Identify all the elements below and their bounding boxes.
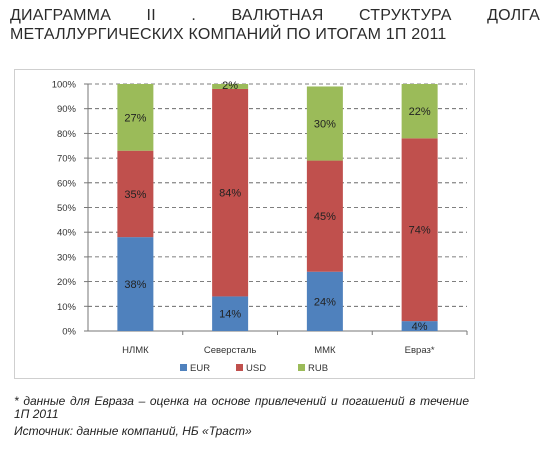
data-label-usd-2: 84% xyxy=(219,188,241,200)
bar-usd-3 xyxy=(306,160,343,272)
data-label-eur-2: 14% xyxy=(219,309,241,321)
legend-swatch-rub xyxy=(298,364,305,371)
bar-rub-4 xyxy=(401,84,438,139)
bar-rub-3 xyxy=(306,86,343,161)
data-label-eur-1: 38% xyxy=(124,279,146,291)
y-tick-label: 60% xyxy=(57,178,77,189)
y-tick-label: 40% xyxy=(57,228,77,239)
legend-swatch-usd xyxy=(236,364,243,371)
y-tick-label: 0% xyxy=(62,327,76,338)
data-label-rub-3: 30% xyxy=(314,119,336,131)
legend-label-rub: RUB xyxy=(308,363,328,374)
y-tick-label: 90% xyxy=(57,104,77,115)
chart-panel: 0% 10% 20% 30% 40% 50% 60% 70% 80% 90% 100% 38% 35% 2… xyxy=(14,69,475,379)
bar-usd-2 xyxy=(212,88,249,297)
source-note: Источник: данные компаний, НБ «Траст» xyxy=(14,424,252,438)
bar-eur-4 xyxy=(401,321,438,331)
bar-rub-2 xyxy=(212,84,249,89)
legend-label-eur: EUR xyxy=(190,363,210,374)
y-tick-label: 70% xyxy=(57,154,77,165)
data-label-rub-4: 22% xyxy=(409,106,431,118)
data-label-eur-4: 4% xyxy=(412,321,428,333)
legend-swatch-eur xyxy=(180,364,187,371)
chart-title: ДИАГРАММА II . ВАЛЮТНАЯ СТРУКТУРА ДОЛГА … xyxy=(10,6,540,44)
x-tick-label: НЛМК xyxy=(122,345,149,356)
bar-eur-1 xyxy=(117,237,154,331)
data-label-rub-1: 27% xyxy=(124,112,146,124)
y-tick-label: 20% xyxy=(57,277,77,288)
legend-label-usd: USD xyxy=(246,363,266,374)
y-tick-label: 10% xyxy=(57,302,77,313)
x-tick-label: Северсталь xyxy=(204,345,256,356)
bar-eur-2 xyxy=(212,296,249,331)
data-label-usd-4: 74% xyxy=(409,225,431,237)
bar-eur-3 xyxy=(306,271,343,331)
y-tick-label: 100% xyxy=(52,80,77,91)
x-tick-label: Евраз* xyxy=(405,345,435,356)
bar-usd-1 xyxy=(117,150,154,238)
y-tick-label: 50% xyxy=(57,203,77,214)
chart-notes: * данные для Евраза – оценка на основе п… xyxy=(14,395,469,438)
x-tick-label: ММК xyxy=(314,345,336,356)
y-tick-label: 80% xyxy=(57,129,77,140)
data-label-usd-3: 45% xyxy=(314,211,336,223)
data-label-eur-3: 24% xyxy=(314,296,336,308)
chart-title-line-1: ДИАГРАММА II . ВАЛЮТНАЯ СТРУКТУРА ДОЛГА xyxy=(10,7,540,24)
data-label-usd-1: 35% xyxy=(124,189,146,201)
stacked-bar-chart: 0% 10% 20% 30% 40% 50% 60% 70% 80% 90% 100% 38% 35% 2… xyxy=(52,80,468,374)
y-tick-label: 30% xyxy=(57,252,77,263)
footnote: * данные для Евраза – оценка на основе п… xyxy=(14,394,469,421)
bar-rub-1 xyxy=(117,84,154,151)
bar-usd-4 xyxy=(401,138,438,322)
chart-title-line-2: МЕТАЛЛУРГИЧЕСКИХ КОМПАНИЙ ПО ИТОГАМ 1П 2… xyxy=(10,26,447,43)
data-label-rub-2: 2% xyxy=(222,80,238,92)
